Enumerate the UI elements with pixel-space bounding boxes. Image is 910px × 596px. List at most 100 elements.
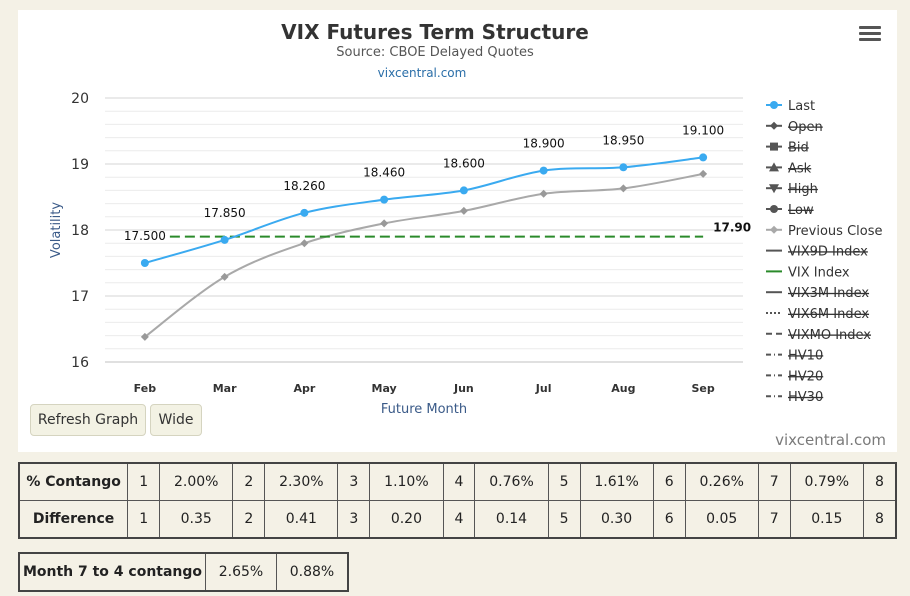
table-cell: 0.26%: [684, 462, 759, 501]
last-point: [380, 195, 389, 204]
legend-item-label[interactable]: VIX3M Index: [788, 286, 869, 301]
legend-item-label[interactable]: Low: [788, 203, 814, 218]
wide-button[interactable]: Wide: [150, 404, 202, 436]
table-row: Month 7 to 4 contango 2.65% 0.88%: [18, 552, 349, 592]
x-axis-label: Future Month: [381, 402, 467, 417]
table-cell: 2.30%: [264, 462, 339, 501]
legend-symbol: [770, 101, 778, 109]
last-point: [300, 208, 309, 217]
row-header: % Contango: [18, 462, 129, 501]
last-data-label: 18.260: [283, 179, 325, 193]
x-tick-label: Jun: [453, 382, 474, 395]
last-point: [699, 153, 708, 162]
legend-item-label[interactable]: VIX6M Index: [788, 307, 869, 322]
previous-close-point: [459, 206, 468, 215]
month-index: 7: [757, 500, 791, 539]
table-cell: 0.14: [474, 500, 549, 539]
x-tick-label: Feb: [134, 382, 157, 395]
table-cell: 2.65%: [205, 552, 277, 592]
legend-item-label[interactable]: Previous Close: [788, 224, 883, 239]
table-cell: 0.15: [789, 500, 864, 539]
table-row: Difference 1 0.35 2 0.41 3 0.20 4 0.14 5…: [18, 500, 897, 539]
table-cell: 0.30: [579, 500, 654, 539]
table-cell: 0.76%: [474, 462, 549, 501]
table-cell: 0.05: [684, 500, 759, 539]
y-tick-label: 18: [71, 223, 89, 239]
refresh-graph-button[interactable]: Refresh Graph: [30, 404, 146, 436]
month-index: 5: [547, 500, 581, 539]
last-point: [539, 166, 548, 175]
last-point: [619, 163, 628, 172]
month-index: 6: [652, 500, 686, 539]
row-header: Month 7 to 4 contango: [18, 552, 206, 592]
previous-close-line: [144, 172, 704, 338]
month-index: 8: [862, 500, 897, 539]
row-header: Difference: [18, 500, 129, 539]
month-index: 4: [442, 500, 476, 539]
x-tick-label: Apr: [293, 382, 315, 395]
legend-item-label[interactable]: Bid: [788, 141, 809, 156]
legend-item-label[interactable]: VIXMO Index: [788, 328, 871, 343]
x-tick-label: May: [372, 382, 397, 395]
legend-item-label[interactable]: VIX Index: [788, 265, 850, 280]
month-index: 1: [127, 462, 161, 501]
table-cell: 0.35: [159, 500, 234, 539]
previous-close-point: [539, 189, 548, 198]
previous-close-point: [220, 272, 229, 281]
legend-item-label[interactable]: VIX9D Index: [788, 245, 868, 260]
legend-item-label[interactable]: Open: [788, 120, 823, 135]
table-cell: 0.79%: [789, 462, 864, 501]
previous-close-point: [140, 332, 149, 341]
month-index: 8: [862, 462, 897, 501]
credits-link[interactable]: vixcentral.com: [775, 431, 886, 449]
previous-close-point: [380, 219, 389, 228]
legend-item-label[interactable]: Last: [788, 99, 815, 114]
last-point: [459, 186, 468, 195]
last-data-label: 18.950: [602, 133, 644, 147]
legend-item-label[interactable]: HV30: [788, 390, 823, 405]
month-index: 2: [232, 500, 266, 539]
y-tick-label: 20: [71, 91, 89, 107]
chart-subtitle: Source: CBOE Delayed Quotes: [336, 45, 534, 60]
source-link[interactable]: vixcentral.com: [378, 66, 467, 80]
legend-symbol: [770, 205, 778, 213]
table-cell: 0.41: [264, 500, 339, 539]
last-point: [140, 259, 149, 267]
month-index: 7: [757, 462, 791, 501]
month-index: 1: [127, 500, 161, 539]
month-index: 3: [337, 500, 371, 539]
y-tick-label: 19: [71, 157, 89, 173]
legend-item-label[interactable]: High: [788, 182, 818, 197]
legend-item-label[interactable]: HV10: [788, 349, 823, 364]
last-data-label: 18.600: [443, 156, 485, 170]
table-cell: 0.20: [369, 500, 444, 539]
legend-item-label[interactable]: HV20: [788, 369, 823, 384]
month-index: 4: [442, 462, 476, 501]
legend-symbol: [770, 142, 778, 151]
legend-symbol: [770, 225, 778, 234]
month-index: 5: [547, 462, 581, 501]
contango-table: % Contango 1 2.00% 2 2.30% 3 1.10% 4 0.7…: [18, 462, 897, 539]
table-cell: 0.88%: [276, 552, 349, 592]
month-index: 6: [652, 462, 686, 501]
legend-symbol: [769, 162, 779, 172]
x-tick-label: Aug: [611, 382, 635, 395]
month-index: 2: [232, 462, 266, 501]
month-index: 3: [337, 462, 371, 501]
last-data-label: 18.460: [363, 166, 405, 180]
table-cell: 2.00%: [159, 462, 234, 501]
last-data-label: 17.850: [204, 206, 246, 220]
last-data-label: 19.100: [682, 123, 724, 137]
chart-title: VIX Futures Term Structure: [281, 20, 589, 44]
chart-panel: VIX Futures Term Structure Source: CBOE D…: [18, 10, 897, 452]
legend-item-label[interactable]: Ask: [788, 161, 812, 176]
previous-close-point: [699, 169, 708, 178]
hamburger-menu-icon[interactable]: [859, 24, 881, 44]
previous-close-point: [300, 239, 309, 248]
table-cell: 1.10%: [369, 462, 444, 501]
y-tick-label: 16: [71, 355, 89, 371]
x-tick-label: Jul: [535, 382, 552, 395]
legend-symbol: [770, 121, 778, 130]
table-row: % Contango 1 2.00% 2 2.30% 3 1.10% 4 0.7…: [18, 462, 897, 501]
